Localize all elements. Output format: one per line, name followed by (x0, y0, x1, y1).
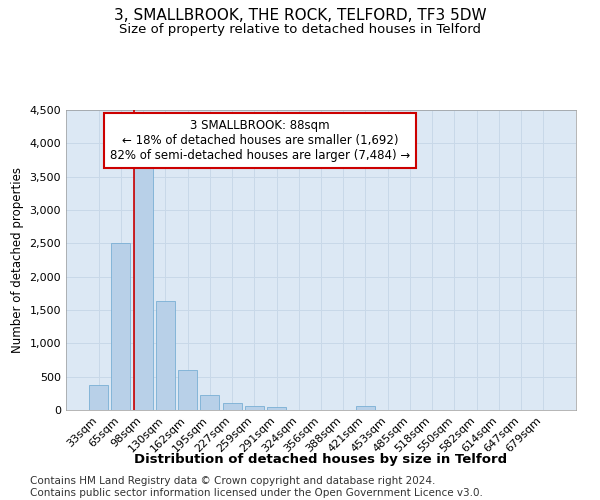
Bar (267, 408, 286, 410)
Bar (223, 403, 242, 410)
Text: Distribution of detached houses by size in Telford: Distribution of detached houses by size … (134, 452, 508, 466)
Text: 3, SMALLBROOK, THE ROCK, TELFORD, TF3 5DW: 3, SMALLBROOK, THE ROCK, TELFORD, TF3 5D… (113, 8, 487, 22)
Bar (89, 386, 108, 410)
Bar (178, 370, 197, 410)
Bar (356, 406, 375, 410)
Bar (245, 406, 264, 410)
Bar (156, 300, 175, 410)
Text: 3 SMALLBROOK: 88sqm
← 18% of detached houses are smaller (1,692)
82% of semi-det: 3 SMALLBROOK: 88sqm ← 18% of detached ho… (110, 119, 410, 162)
Text: Size of property relative to detached houses in Telford: Size of property relative to detached ho… (119, 22, 481, 36)
Bar (200, 394, 219, 410)
Bar (112, 244, 130, 410)
Text: Contains HM Land Registry data © Crown copyright and database right 2024.
Contai: Contains HM Land Registry data © Crown c… (30, 476, 483, 498)
Bar (134, 164, 152, 410)
Y-axis label: Number of detached properties: Number of detached properties (11, 167, 24, 353)
